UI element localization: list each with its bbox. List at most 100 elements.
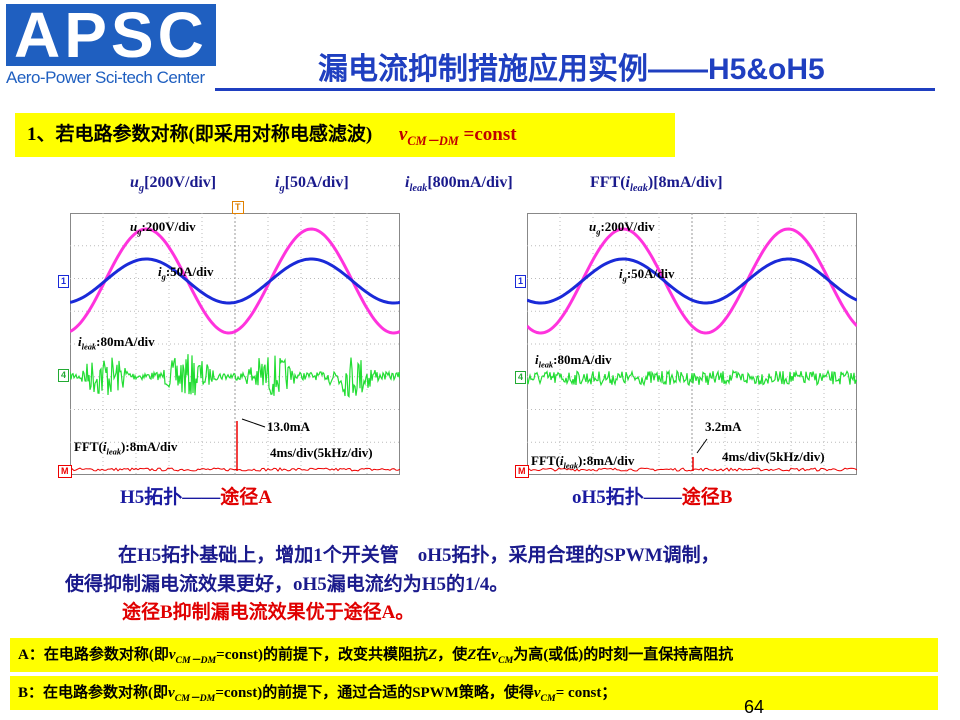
note-text: B：在电路参数对称(即 xyxy=(18,685,169,701)
note-sub: CM xyxy=(540,693,556,704)
note: A：在电路参数对称(即vCM－DM=const)的前提下，改变共模阻抗Z，使Z在… xyxy=(10,638,938,672)
label-sub: g xyxy=(596,227,600,237)
leakage-current-wave xyxy=(527,369,857,387)
label-scale: :80mA/div xyxy=(553,352,612,367)
trace-label: ileak:80mA/div xyxy=(78,334,155,352)
channel-marker: 1 xyxy=(515,275,527,288)
condition-sub: CM－DM xyxy=(407,133,459,148)
label-sub: leak xyxy=(82,342,97,352)
title-rule xyxy=(215,88,935,91)
fft-spectrum xyxy=(70,467,400,472)
label-sub-text: g xyxy=(622,273,627,284)
label-sub: leak xyxy=(107,447,122,457)
label-scale: :80mA/div xyxy=(96,334,155,349)
channel-marker: T xyxy=(232,201,244,214)
label-var: i xyxy=(158,264,162,279)
note-text: 为高(或低)的时刻一直保持高阻抗 xyxy=(513,647,734,663)
legend-item: ileak[800mA/div] xyxy=(405,174,513,194)
caption-path: 途径B xyxy=(681,487,733,508)
note-text: A：在电路参数对称(即 xyxy=(18,647,169,663)
channel-marker: M xyxy=(515,465,529,478)
label-sub: g xyxy=(137,227,141,237)
trace-label: FFT(ileak):8mA/div xyxy=(531,453,634,471)
note-sub: CM xyxy=(498,655,514,666)
oscilloscope-screen xyxy=(70,213,400,475)
label-sub: g xyxy=(279,183,284,194)
condition-text: 1、若电路参数对称(即采用对称电感滤波) xyxy=(27,124,373,145)
channel-marker: M xyxy=(58,465,72,478)
note-text: = const； xyxy=(555,685,617,701)
label-sub: g xyxy=(139,183,144,194)
logo-text: APSC xyxy=(14,0,208,71)
note-var: Z xyxy=(467,647,477,663)
label-scale: [800mA/div] xyxy=(427,174,513,191)
label-var: i xyxy=(275,174,280,191)
label-scale: ):8mA/div xyxy=(121,439,178,454)
peak-label: 3.2mA xyxy=(705,419,742,434)
annotation-arrow xyxy=(241,418,266,428)
channel-marker: 4 xyxy=(515,371,527,384)
channel-marker: 4 xyxy=(58,369,70,382)
label-var: i xyxy=(559,453,564,468)
caption: oH5拓扑——途径B xyxy=(572,482,732,509)
label-sub-text: g xyxy=(137,226,142,237)
trace-label: ug:200V/div xyxy=(130,219,196,237)
label-sub: g xyxy=(623,274,627,284)
trace-label: ig:50A/div xyxy=(158,264,214,282)
body-text: 使得抑制漏电流效果更好，oH5漏电流约为H5的1/4。 xyxy=(65,574,509,595)
slide-title: 漏电流抑制措施应用实例——H5&oH5 xyxy=(318,53,825,86)
logo-subtitle: Aero-Power Sci-tech Center xyxy=(6,68,205,87)
label-scale: [50A/div] xyxy=(284,174,349,191)
legend-item: ug[200V/div] xyxy=(130,174,216,194)
logo xyxy=(6,4,216,66)
label-var: i xyxy=(535,352,539,367)
grid-current-wave xyxy=(527,257,857,305)
label-sub: g xyxy=(162,272,166,282)
note-var: v xyxy=(491,647,499,663)
trace-label: ug:200V/div xyxy=(589,219,655,237)
caption-topology: oH5拓扑—— xyxy=(572,487,682,508)
label-prefix: FFT( xyxy=(531,453,560,468)
label-scale: )[8mA/div] xyxy=(647,174,723,191)
label-var: i xyxy=(78,334,82,349)
label-sub: leak xyxy=(409,183,427,194)
trace-label: ileak:80mA/div xyxy=(535,352,612,370)
label-var: u xyxy=(130,174,139,191)
page-number: 64 xyxy=(744,697,765,717)
label-scale: ):8mA/div xyxy=(578,453,635,468)
condition-box: 1、若电路参数对称(即采用对称电感滤波) vCM－DM =const xyxy=(15,113,675,157)
legend-item: ig[50A/div] xyxy=(275,174,349,194)
body-text: 途径B抑制漏电流效果优于途径A。 xyxy=(122,602,415,623)
trace-label: FFT(ileak):8mA/div xyxy=(74,439,177,457)
label-var: i xyxy=(625,174,630,191)
label-var: i xyxy=(619,266,623,281)
note-sub: CM－DM xyxy=(174,693,216,704)
label-sub-text: leak xyxy=(538,359,554,370)
note-var: v xyxy=(533,685,541,701)
label-scale: :50A/div xyxy=(626,266,675,281)
label-sub: leak xyxy=(539,360,554,370)
leakage-current-wave xyxy=(70,354,400,398)
label-sub-text: leak xyxy=(81,341,97,352)
caption: H5拓扑——途径A xyxy=(120,482,272,509)
channel-marker: 1 xyxy=(58,275,70,288)
label-scale: :200V/div xyxy=(600,219,655,234)
label-sub-text: g xyxy=(161,271,166,282)
note-text: ，使 xyxy=(437,647,468,663)
label-scale: :50A/div xyxy=(165,264,214,279)
label-scale: [200V/div] xyxy=(144,174,217,191)
label-var: u xyxy=(589,219,597,234)
grid-current-wave xyxy=(70,257,400,305)
grid-voltage-wave xyxy=(70,227,400,335)
legend-item: FFT(ileak)[8mA/div] xyxy=(590,174,723,194)
note-var: Z xyxy=(428,647,438,663)
condition-rest: =const xyxy=(463,124,517,145)
timebase-label: 4ms/div(5kHz/div) xyxy=(722,449,825,464)
note-text: 在 xyxy=(476,647,492,663)
label-sub: leak xyxy=(630,183,648,194)
label-prefix: FFT( xyxy=(74,439,103,454)
label-sub-text: leak xyxy=(106,446,122,457)
label-scale: :200V/div xyxy=(141,219,196,234)
label-sub: leak xyxy=(564,461,579,471)
